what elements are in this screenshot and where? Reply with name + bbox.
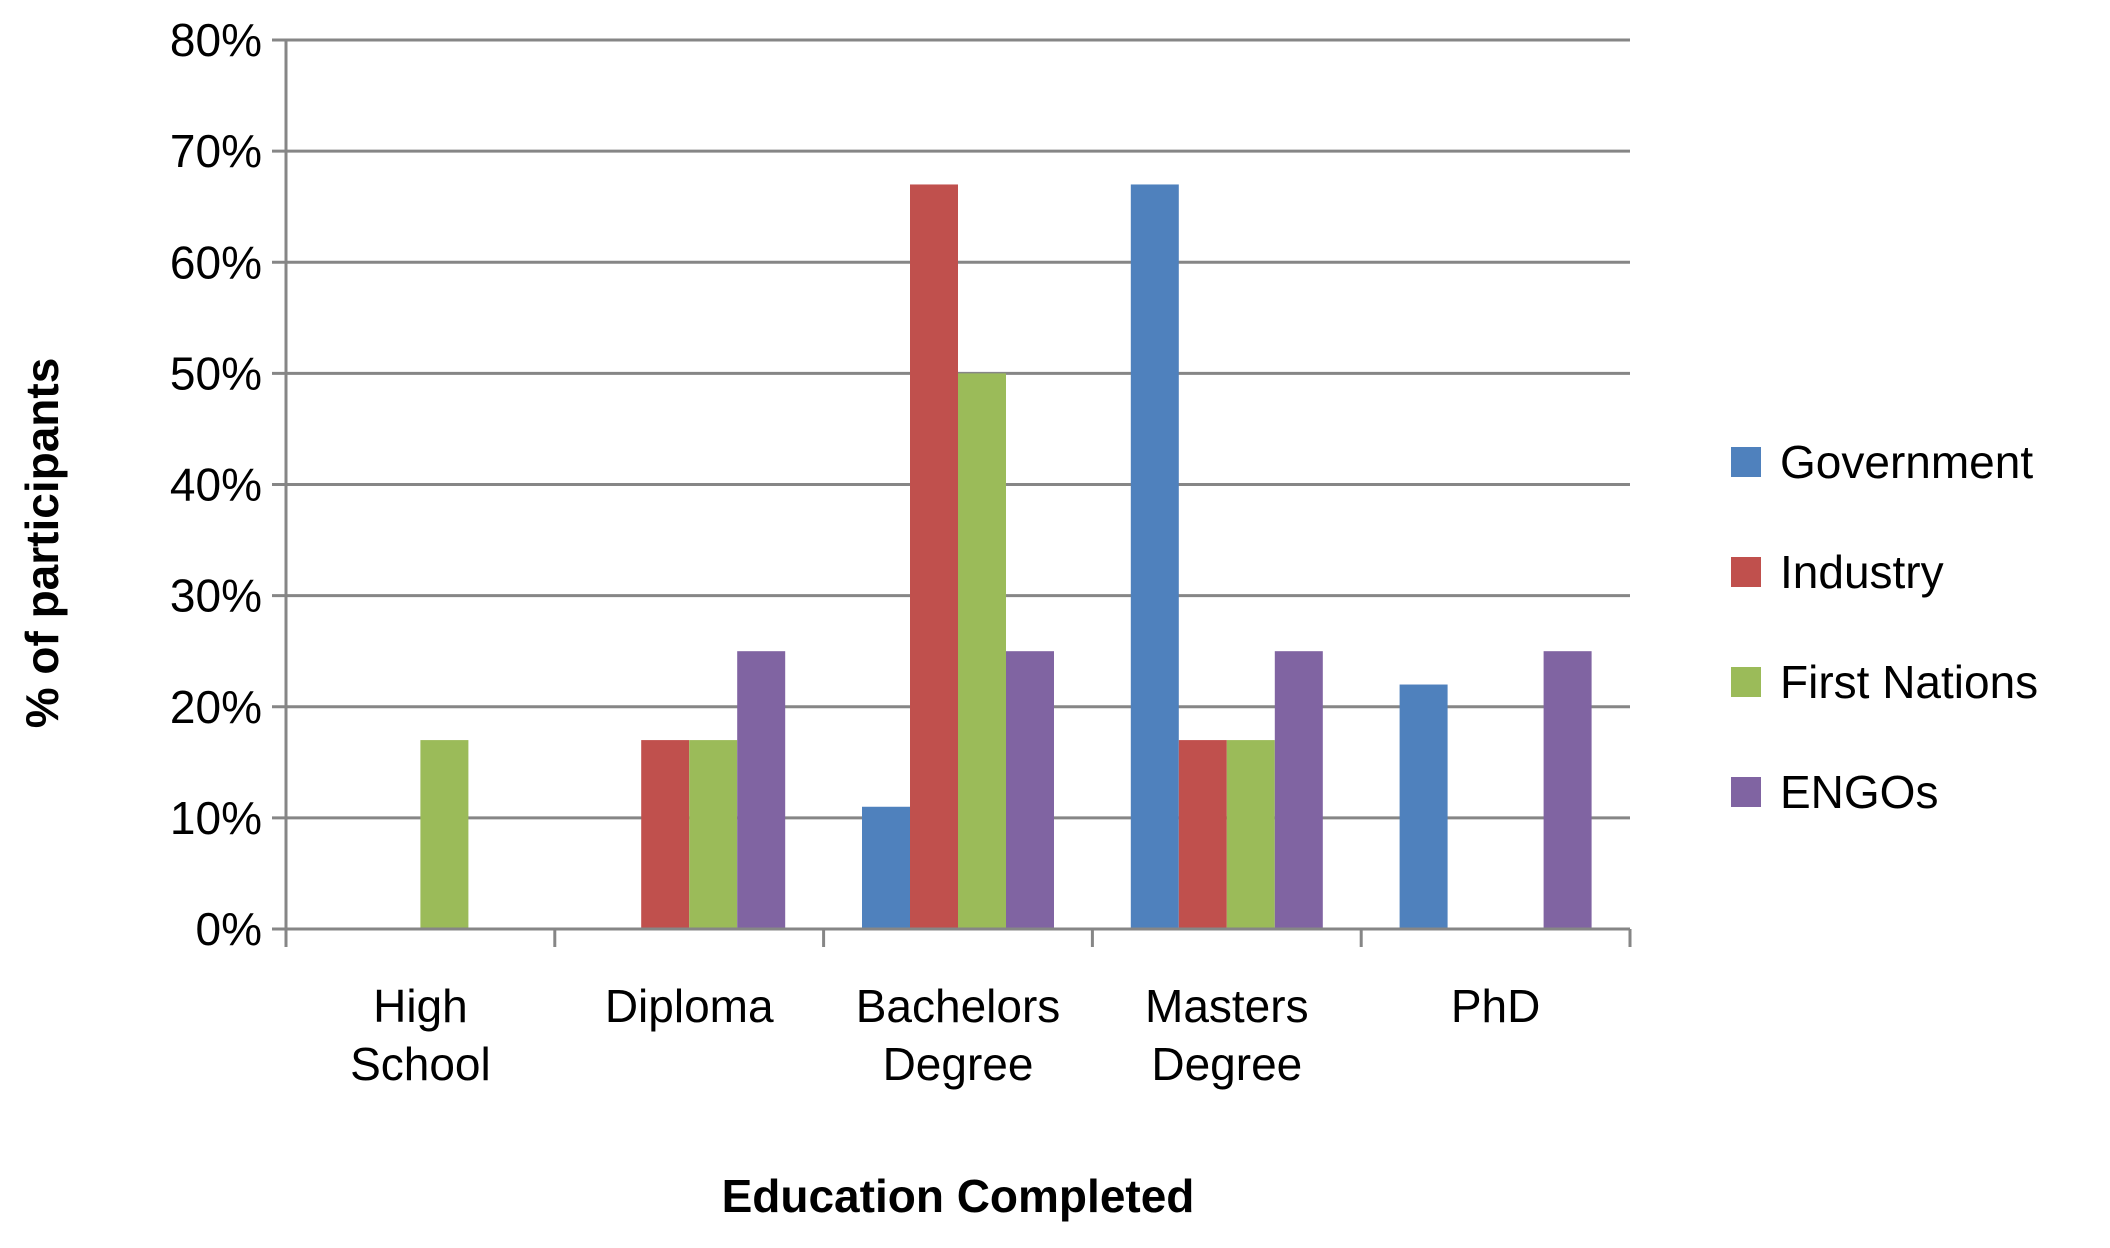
legend-swatch — [1731, 777, 1761, 807]
x-category-label-line: High — [373, 980, 468, 1032]
y-tick-label: 10% — [170, 792, 262, 844]
bar-industry — [1178, 740, 1227, 929]
x-category-label-line: Bachelors — [856, 980, 1061, 1032]
x-category-label: PhD — [1451, 980, 1540, 1032]
y-tick-label: 40% — [170, 459, 262, 511]
bar-first-nations — [689, 740, 738, 929]
x-category-labels: High School Diploma Bachelors Degree Masters D… — [350, 980, 1540, 1090]
bar-first-nations — [958, 373, 1006, 929]
y-tick-labels: 0% 10% 20% 30% 40% 50% 60% 70% 80% — [170, 14, 262, 955]
y-axis-title: % of participants — [16, 358, 68, 729]
bar-engos — [1274, 651, 1323, 929]
y-tick-label: 60% — [170, 236, 262, 288]
bar-engos — [737, 651, 786, 929]
bar-government — [1130, 184, 1179, 929]
x-category-label: Bachelors Degree — [856, 980, 1061, 1090]
x-category-label-line: Masters — [1145, 980, 1309, 1032]
bar-government — [862, 806, 910, 929]
legend-label: Industry — [1780, 546, 1944, 598]
x-category-label-line: PhD — [1451, 980, 1540, 1032]
legend: Government Industry First Nations ENGOs — [1731, 436, 2038, 818]
x-axis-title: Education Completed — [722, 1170, 1195, 1222]
legend-swatch — [1731, 447, 1761, 477]
y-tick-label: 70% — [170, 125, 262, 177]
bar-industry — [641, 740, 690, 929]
bar-first-nations — [1226, 740, 1275, 929]
x-category-label: High School — [350, 980, 491, 1090]
bar-engos — [1006, 651, 1054, 929]
x-category-label-line: School — [350, 1038, 491, 1090]
y-tick-label: 50% — [170, 347, 262, 399]
x-category-label: Diploma — [605, 980, 774, 1032]
legend-label: ENGOs — [1780, 766, 1938, 818]
axes — [284, 40, 1632, 947]
bars — [420, 184, 1592, 929]
bar-engos — [1543, 651, 1592, 929]
x-category-label-line: Diploma — [605, 980, 774, 1032]
bar-industry — [910, 184, 958, 929]
y-tick-label: 0% — [196, 903, 262, 955]
bar-government — [1399, 684, 1448, 929]
x-category-label: Masters Degree — [1145, 980, 1309, 1090]
y-tick-label: 80% — [170, 14, 262, 66]
x-category-label-line: Degree — [1151, 1038, 1302, 1090]
legend-swatch — [1731, 667, 1761, 697]
legend-label: First Nations — [1780, 656, 2038, 708]
x-category-label-line: Degree — [883, 1038, 1034, 1090]
legend-label: Government — [1780, 436, 2033, 488]
y-tick-label: 20% — [170, 681, 262, 733]
y-tick-label: 30% — [170, 570, 262, 622]
bar-first-nations — [420, 740, 469, 929]
legend-swatch — [1731, 557, 1761, 587]
